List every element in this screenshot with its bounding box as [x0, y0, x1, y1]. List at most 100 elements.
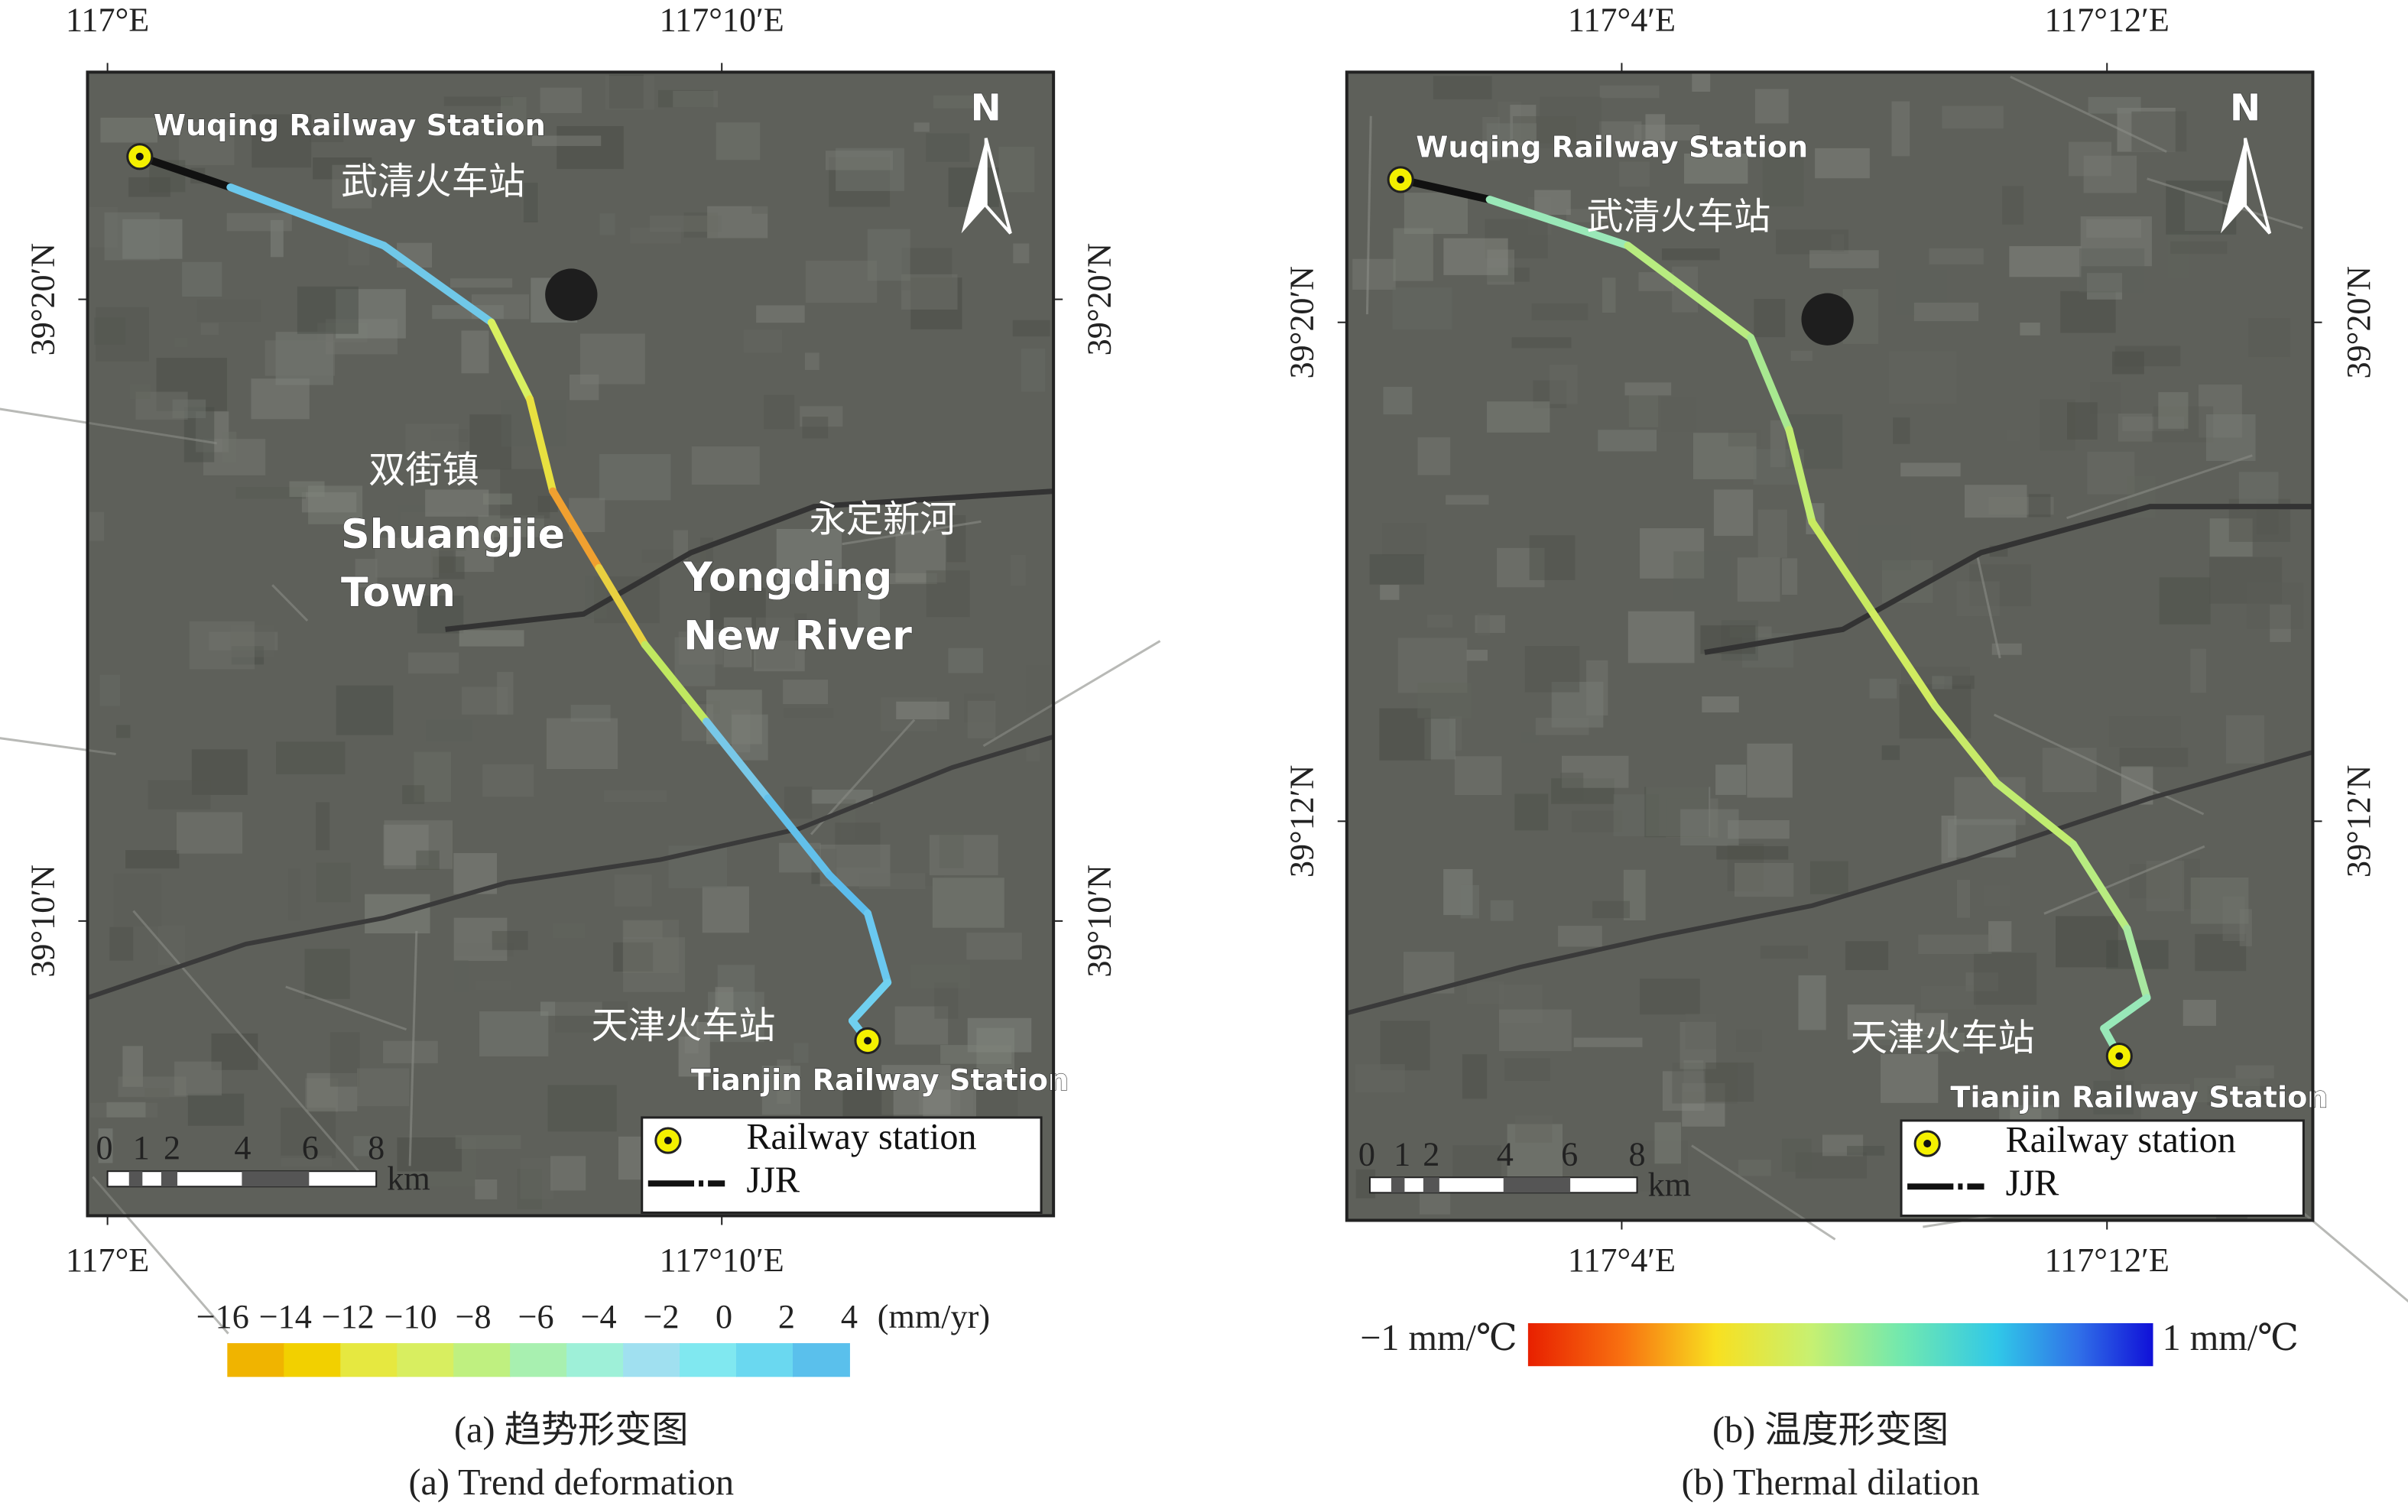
map-texture: [752, 1010, 768, 1028]
map-texture: [546, 718, 618, 770]
map-texture: [1397, 638, 1468, 693]
map-texture: [579, 333, 645, 384]
map-texture: [1566, 209, 1608, 222]
colorbar-block: [397, 1343, 455, 1377]
legend-label: Railway station: [2006, 1120, 2236, 1160]
map-texture: [829, 157, 891, 207]
map-texture: [1881, 1033, 1939, 1045]
railway-segment: [2069, 840, 2131, 933]
map-texture: [1404, 193, 1468, 235]
map-texture: [1784, 345, 1802, 369]
map-texture: [895, 530, 946, 582]
map-texture: [857, 583, 880, 632]
map-texture: [1809, 250, 1879, 268]
map-texture: [702, 886, 749, 933]
road: [0, 407, 217, 445]
map-texture: [858, 873, 926, 890]
railway-segment: [641, 641, 711, 725]
road: [408, 930, 418, 1166]
scale-bar-fill: [161, 1171, 178, 1187]
map-texture: [317, 323, 368, 342]
map-texture: [2199, 384, 2242, 438]
map-texture: [122, 1046, 143, 1087]
map-texture: [800, 406, 843, 427]
map-texture: [1424, 719, 1456, 760]
map-texture: [1426, 615, 1453, 628]
map-texture: [783, 680, 829, 705]
scale-bar: [1368, 1176, 1638, 1194]
map-texture: [678, 1021, 710, 1077]
map-texture: [1869, 678, 1897, 699]
map-texture: [1983, 885, 2010, 907]
map-texture: [826, 151, 894, 170]
map-texture: [196, 300, 261, 322]
map-texture: [1757, 509, 1787, 558]
map-texture: [177, 812, 243, 854]
railway-segment: [1931, 702, 2001, 787]
map-texture: [1660, 397, 1697, 433]
scale-label: 1: [1394, 1135, 1410, 1173]
map-texture: [1932, 676, 1952, 689]
map-texture: [604, 790, 667, 803]
caption-zh: (b) 温度形变图: [1712, 1410, 1949, 1451]
colorbar-block: [510, 1343, 568, 1377]
map-texture: [1572, 810, 1623, 832]
map-texture: [648, 1016, 697, 1037]
map-texture: [1692, 72, 1711, 92]
map-texture: [1929, 248, 1984, 264]
north-label: N: [2230, 87, 2260, 130]
map-texture: [1592, 900, 1630, 919]
map-texture: [2122, 417, 2184, 431]
scale-bar-fill: [1391, 1177, 1405, 1193]
road: [2066, 454, 2253, 520]
road: [1365, 115, 1372, 315]
map-texture: [336, 289, 406, 339]
map-texture: [872, 573, 937, 585]
map-texture: [910, 277, 962, 329]
map-texture: [623, 937, 686, 992]
map-texture: [1956, 880, 1971, 918]
scale-bar-fill: [1503, 1177, 1571, 1193]
map-texture: [1417, 437, 1451, 475]
map-texture: [1964, 485, 2027, 518]
colorbar-tick-label: −12: [322, 1298, 375, 1335]
map-texture: [410, 1137, 477, 1186]
map-texture: [1941, 815, 1957, 864]
map-texture: [1550, 364, 1578, 404]
map-texture: [329, 1032, 360, 1087]
map-texture: [1510, 105, 1537, 145]
map-texture: [547, 1085, 617, 1132]
colorbar-unit: (mm/yr): [878, 1298, 990, 1335]
map-texture: [1475, 615, 1505, 634]
station-dot: [2115, 1052, 2124, 1060]
map-texture: [288, 868, 301, 920]
map-texture: [305, 1078, 339, 1112]
road: [2043, 845, 2205, 915]
map-texture: [1942, 105, 2004, 129]
map-texture: [397, 1137, 462, 1172]
railway-segment: [1624, 242, 1755, 342]
map-texture: [901, 248, 952, 290]
map-texture: [1619, 161, 1650, 187]
railway-segment: [1785, 426, 1816, 526]
map-texture: [932, 878, 1004, 928]
map-texture: [2002, 186, 2024, 225]
scale-unit: km: [387, 1160, 430, 1197]
map-texture: [1781, 558, 1798, 595]
road: [1975, 552, 2001, 659]
scale-label: 6: [1561, 1135, 1578, 1173]
lat-label: 39°20′N: [1081, 243, 1118, 356]
map-texture: [211, 1033, 258, 1070]
pond: [545, 268, 598, 321]
station-dot: [864, 1037, 872, 1045]
map-texture: [1896, 269, 1947, 315]
colorbar-tick-label: −10: [385, 1298, 437, 1335]
map-texture: [793, 1043, 809, 1063]
map-texture: [650, 215, 722, 232]
map-texture: [2119, 748, 2189, 767]
map-texture: [1515, 1115, 1553, 1143]
map-texture: [709, 588, 766, 630]
map-texture: [332, 164, 372, 209]
map-texture: [1680, 809, 1739, 845]
map-texture: [478, 515, 544, 537]
